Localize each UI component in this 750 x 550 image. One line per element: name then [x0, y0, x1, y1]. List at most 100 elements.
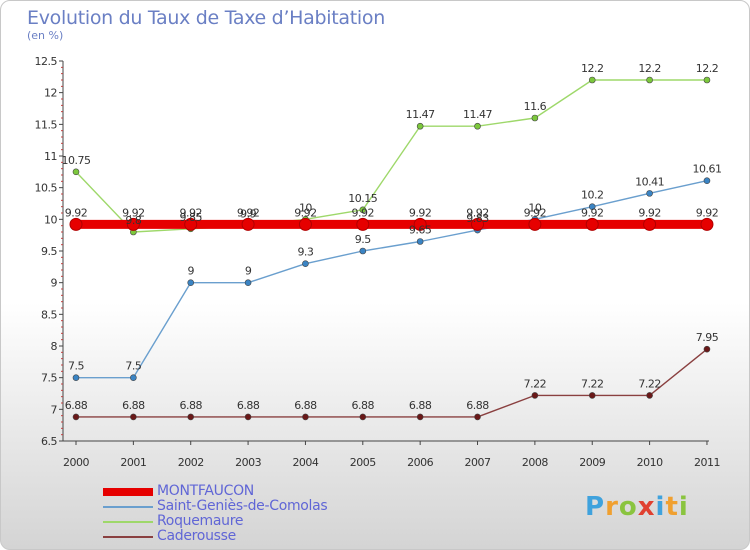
y-tick-label: 9 [51, 277, 58, 290]
x-tick-label: 2008 [522, 456, 548, 469]
data-point-saint-genies-de-comolas [646, 190, 653, 197]
y-tick-label: 12 [44, 87, 57, 100]
data-point-caderousse [130, 413, 137, 421]
x-tick-label: 2010 [637, 456, 663, 469]
data-point-roquemaure [531, 114, 539, 122]
data-point-saint-genies-de-comolas [359, 247, 367, 255]
data-label-saint-genies-de-comolas: 10 [528, 201, 541, 214]
data-point-caderousse [187, 413, 195, 421]
data-label-caderousse: 7.22 [581, 377, 604, 390]
y-tick-label: 10.5 [35, 182, 58, 195]
legend-swatch [103, 521, 153, 523]
x-tick-label: 2006 [407, 456, 433, 469]
data-label-roquemaure: 9.9 [240, 208, 256, 221]
data-label-roquemaure: 9.85 [179, 211, 202, 224]
series-line-saint-genies-de-comolas [76, 180, 708, 379]
y-tick-label: 6.5 [41, 435, 57, 448]
data-label-roquemaure: 12.2 [638, 62, 661, 75]
legend-swatch [103, 506, 153, 508]
data-point-caderousse [588, 392, 596, 399]
series-line-caderousse [76, 348, 708, 418]
data-label-roquemaure: 12.2 [581, 62, 604, 75]
data-label-caderousse: 7.22 [638, 377, 661, 390]
data-label-caderousse: 6.88 [466, 399, 489, 412]
legend-label: Caderousse [157, 528, 236, 544]
chart-title: Evolution du Taux de Taxe d’Habitation [27, 7, 385, 29]
data-label-montfaucon: 9.92 [294, 206, 317, 219]
data-label-montfaucon: 9.92 [638, 206, 661, 219]
legend-label: Saint-Geniès-de-Comolas [157, 498, 328, 514]
data-label-caderousse: 7.22 [524, 377, 547, 390]
data-point-montfaucon [356, 217, 370, 231]
data-point-caderousse [474, 413, 481, 421]
data-point-montfaucon [643, 217, 657, 231]
y-tick-label: 11 [44, 150, 57, 163]
data-point-saint-genies-de-comolas [187, 279, 195, 286]
data-point-caderousse [646, 392, 653, 399]
y-tick-label: 7 [51, 403, 58, 416]
data-label-saint-genies-de-comolas: 10.61 [692, 163, 721, 176]
data-point-caderousse [416, 413, 424, 421]
x-tick-label: 2002 [178, 456, 204, 469]
series-line-roquemaure [75, 79, 707, 233]
data-label-montfaucon: 9.92 [466, 206, 489, 219]
data-point-saint-genies-de-comolas [130, 374, 137, 381]
data-point-roquemaure [416, 122, 424, 130]
data-point-roquemaure [646, 76, 653, 84]
data-point-montfaucon [700, 217, 714, 231]
data-point-saint-genies-de-comolas [416, 238, 424, 245]
data-point-roquemaure [72, 168, 80, 176]
data-label-montfaucon: 9.92 [524, 206, 547, 219]
data-point-montfaucon [69, 217, 83, 231]
proxiti-logo: Proxiti [585, 492, 689, 522]
data-point-montfaucon [528, 217, 542, 231]
data-label-montfaucon: 9.92 [696, 206, 719, 219]
x-tick-label: 2007 [465, 456, 491, 469]
data-label-montfaucon: 9.92 [179, 206, 202, 219]
data-label-roquemaure: 10.15 [348, 192, 377, 205]
data-point-saint-genies-de-comolas [588, 203, 596, 210]
data-label-caderousse: 6.88 [179, 399, 202, 412]
data-point-montfaucon [585, 217, 599, 231]
legend-label: MONTFAUCON [157, 483, 254, 499]
data-label-caderousse: 6.88 [65, 399, 88, 412]
data-label-roquemaure: 10.75 [62, 154, 91, 167]
data-point-caderousse [531, 392, 539, 399]
data-label-montfaucon: 9.92 [122, 206, 145, 219]
data-label-montfaucon: 9.92 [65, 206, 88, 219]
data-label-caderousse: 6.88 [352, 399, 375, 412]
x-tick-label: 2011 [694, 456, 720, 469]
y-tick-label: 10 [44, 213, 57, 226]
data-point-montfaucon [241, 217, 255, 231]
data-point-saint-genies-de-comolas [244, 279, 252, 286]
data-label-roquemaure: 11.6 [524, 100, 547, 113]
data-point-roquemaure [588, 76, 596, 84]
data-point-caderousse [359, 413, 367, 421]
legend-item-montfaucon: MONTFAUCON [101, 483, 401, 499]
y-tick-label: 12.5 [35, 55, 58, 68]
data-label-saint-genies-de-comolas: 7.5 [125, 360, 141, 373]
data-point-saint-genies-de-comolas [72, 374, 80, 381]
legend-swatch [103, 536, 153, 538]
data-label-saint-genies-de-comolas: 9.83 [466, 212, 489, 225]
data-label-saint-genies-de-comolas: 7.5 [68, 360, 84, 373]
legend-label: Roquemaure [157, 513, 244, 529]
x-tick-label: 2001 [120, 456, 146, 469]
data-label-saint-genies-de-comolas: 10.41 [635, 175, 664, 188]
chart-subtitle: (en %) [27, 29, 64, 42]
data-point-montfaucon [471, 217, 485, 231]
y-tick-label: 8 [51, 340, 58, 353]
x-tick-label: 2003 [235, 456, 261, 469]
data-label-saint-genies-de-comolas: 9 [187, 265, 194, 278]
legend-item-caderousse: Caderousse [101, 528, 401, 544]
data-label-roquemaure: 10 [299, 201, 312, 214]
data-point-caderousse [72, 413, 80, 421]
legend-item-roquemaure: Roquemaure [101, 513, 401, 529]
data-label-caderousse: 6.88 [409, 399, 432, 412]
data-point-saint-genies-de-comolas [302, 260, 309, 267]
data-point-roquemaure [703, 76, 711, 84]
data-label-caderousse: 6.88 [237, 399, 260, 412]
data-label-caderousse: 7.95 [696, 331, 719, 344]
data-point-caderousse [244, 413, 252, 421]
x-tick-label: 2000 [63, 456, 89, 469]
